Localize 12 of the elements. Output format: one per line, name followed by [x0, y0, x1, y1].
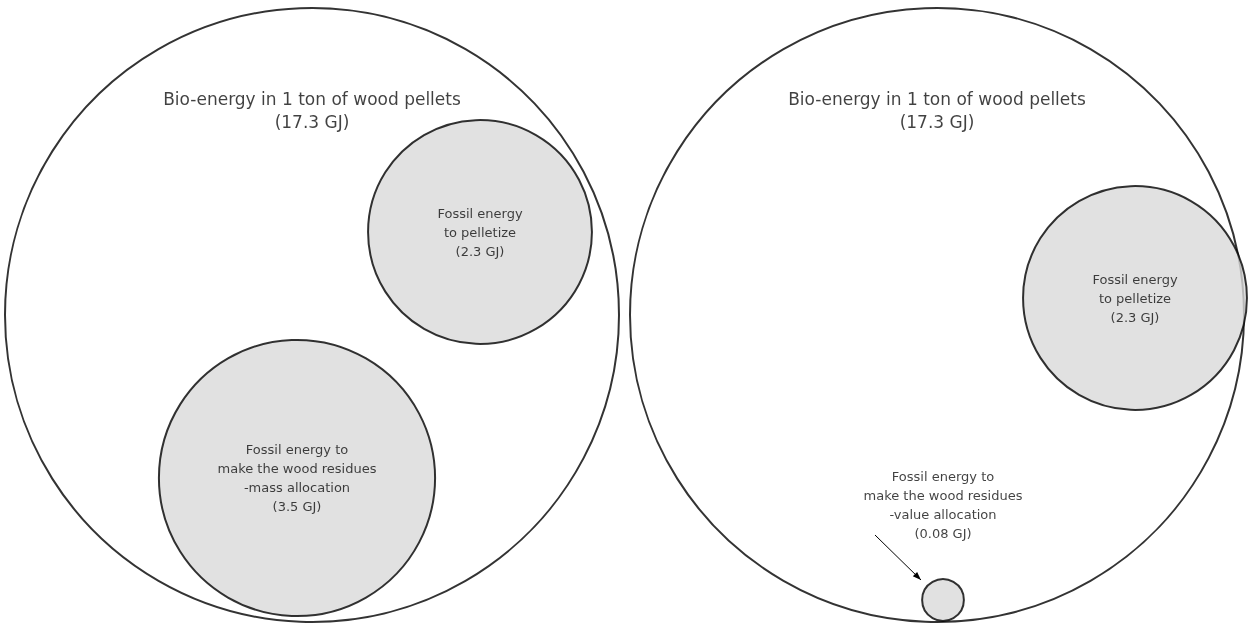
data-label: (3.5 GJ) — [272, 499, 322, 514]
category-label: Fossil energy to make the wood residues -mass allocation — [217, 442, 377, 495]
category-label: Fossil energy to make the wood residues -value allocation — [863, 469, 1023, 522]
data-label: (2.3 GJ) — [455, 243, 505, 259]
data-label: (17.3 GJ) — [899, 111, 975, 132]
category-label: Bio-energy in 1 ton of wood pellets — [163, 88, 461, 109]
category-label: Bio-energy in 1 ton of wood pellets — [788, 88, 1086, 109]
data-label: (0.08 GJ) — [914, 526, 972, 541]
data-label: (2.3 GJ) — [1110, 309, 1160, 325]
category-label: Fossil energy to pelletize — [1092, 271, 1178, 306]
data-label: (17.3 GJ) — [274, 111, 350, 132]
category-label: Fossil energy to pelletize — [437, 205, 523, 240]
